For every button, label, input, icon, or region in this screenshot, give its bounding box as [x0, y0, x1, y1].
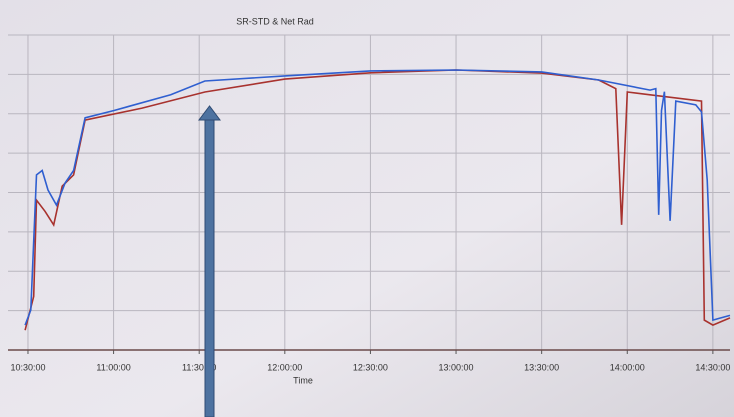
x-tick-label: 14:00:00	[610, 362, 645, 372]
arrow-shaft	[205, 118, 214, 417]
x-tick-label: 13:30:00	[524, 362, 559, 372]
x-tick-label: 13:00:00	[439, 362, 474, 372]
screen-background	[0, 0, 734, 417]
page: {"chart_data": {"type": "line", "title":…	[0, 0, 734, 417]
x-tick-label: 12:30:00	[353, 362, 388, 372]
x-tick-label: 10:30:00	[10, 362, 45, 372]
x-tick-label: 12:00:00	[267, 362, 302, 372]
chart: SR-STD & Net Rad Time 10:30:0011:00:0011…	[0, 0, 734, 417]
chart-title: SR-STD & Net Rad	[236, 16, 314, 26]
x-tick-label: 11:00:00	[96, 362, 130, 372]
x-tick-label: 14:30:00	[695, 362, 730, 372]
x-axis-label: Time	[293, 375, 313, 385]
